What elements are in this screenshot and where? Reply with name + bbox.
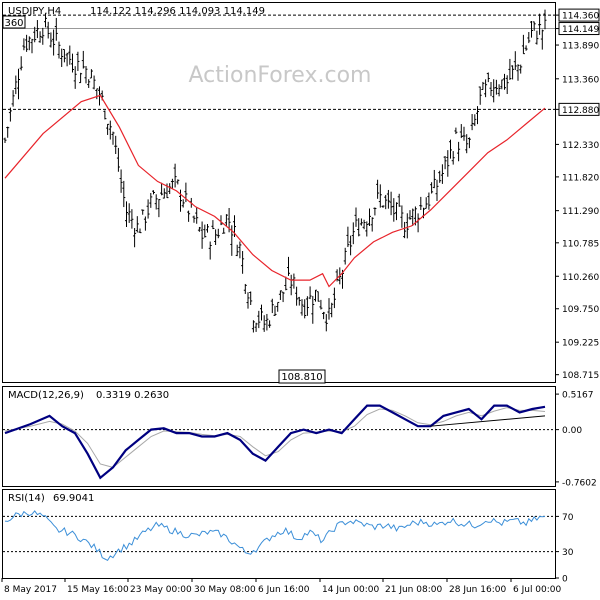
macd-tick-label: 0.00 <box>562 426 582 436</box>
time-tick-label: 30 May 08:00 <box>194 585 256 595</box>
macd-line <box>4 404 546 480</box>
price-axis: 114.360 114.149 113.890 113.360 112.880 112.3… <box>555 8 600 381</box>
price-tick-label: 112.880 <box>562 106 599 116</box>
symbol-label: USDJPY,H4 <box>8 6 61 17</box>
price-tick-label: 113.890 <box>562 42 599 52</box>
macd-tick-label: 0.5167 <box>562 391 594 401</box>
price-tick-label: 114.360 <box>562 12 599 22</box>
rsi-values: 69.9041 <box>53 493 94 504</box>
rsi-levels <box>3 515 555 553</box>
time-tick-label: 6 Jun 16:00 <box>258 585 310 595</box>
time-axis: 8 May 2017 15 May 16:00 23 May 00:00 30 May… <box>1 578 562 595</box>
macd-signal-line <box>4 407 546 468</box>
price-tick-label: 111.290 <box>562 207 599 217</box>
price-tick-label: 112.330 <box>562 141 599 151</box>
watermark: ActionForex.com <box>189 63 372 88</box>
price-label-box <box>558 8 600 22</box>
price-panel-frame <box>2 2 556 383</box>
rsi-tick-label: 70 <box>562 513 574 523</box>
macd-tick-label: -0.7602 <box>562 478 597 488</box>
price-label-box <box>558 22 600 36</box>
rsi-panel-frame <box>2 489 556 579</box>
macd-panel-frame <box>2 386 556 487</box>
ohlc-label: 114.122 114.296 114.093 114.149 <box>90 6 265 17</box>
price-label-box <box>558 102 600 116</box>
rsi-tick-label: 30 <box>562 548 574 558</box>
macd-trendline <box>430 415 546 427</box>
price-tick-label: 113.360 <box>562 75 599 85</box>
rsi-axis: 70 30 0 <box>555 513 574 585</box>
time-tick-label: 14 Jun 00:00 <box>322 585 379 595</box>
high-annotation-360: 360 <box>2 15 26 29</box>
macd-axis: 0.5167 0.00 -0.7602 <box>555 391 597 488</box>
price-tick-label: 109.225 <box>562 339 599 349</box>
low-annotation-text: 108.810 <box>281 372 322 383</box>
rsi-tick-label: 0 <box>562 575 568 585</box>
price-tick-label: 108.715 <box>562 371 599 381</box>
low-annotation: 108.810 <box>278 369 326 384</box>
rsi-title: RSI(14) <box>8 493 45 504</box>
time-tick-label: 28 Jun 16:00 <box>449 585 506 595</box>
price-tick-label: 111.820 <box>562 173 599 183</box>
price-candles <box>3 9 547 333</box>
time-tick-label: 23 May 00:00 <box>130 585 192 595</box>
high-annotation-360-text: 360 <box>4 18 23 29</box>
price-hlines <box>3 14 555 110</box>
time-tick-label: 8 May 2017 <box>4 585 57 595</box>
time-tick-label: 21 Jun 08:00 <box>385 585 442 595</box>
macd-title: MACD(12,26,9) <box>8 390 84 401</box>
moving-average-line <box>4 94 546 288</box>
macd-values: 0.3319 0.2630 <box>96 390 169 401</box>
rsi-line <box>4 510 546 562</box>
price-tick-label: 110.785 <box>562 239 599 249</box>
price-tick-label: 109.750 <box>562 305 599 315</box>
time-tick-label: 15 May 16:00 <box>67 585 129 595</box>
price-tick-label: 110.260 <box>562 273 599 283</box>
price-tick-label: 114.149 <box>562 25 599 35</box>
time-tick-label: 6 Jul 00:00 <box>513 585 562 595</box>
